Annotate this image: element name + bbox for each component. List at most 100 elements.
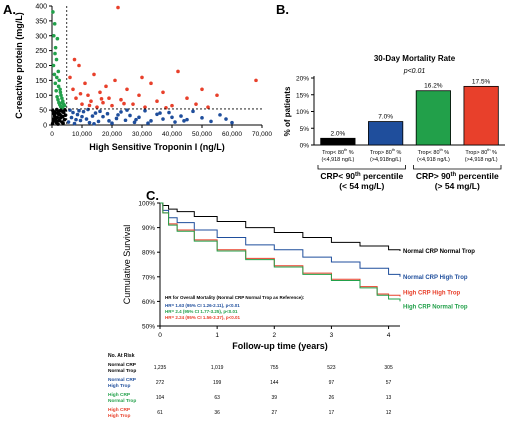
at-risk-value: 305 [384, 365, 393, 371]
at-risk-value: 199 [213, 380, 222, 386]
scatter-point-normal_high [114, 116, 119, 121]
scatter-point-high_high [170, 103, 174, 108]
survival-curve-high_normal [160, 202, 401, 302]
scatter-point-normal_high [87, 120, 92, 125]
y-tick-label: 50 [39, 108, 47, 115]
x-tick-label: 50,000 [192, 131, 212, 138]
scatter-point-normal_high [185, 117, 189, 122]
scatter-point-normal_high [98, 109, 102, 114]
y-tick-label: 350 [35, 18, 47, 25]
scatter-point-high_high [104, 84, 108, 89]
scatter-point-high_high [200, 87, 204, 92]
scatter-point-normal_high [107, 119, 111, 123]
y-tick-label: 300 [35, 33, 47, 40]
scatter-point-high_high [71, 87, 75, 92]
scatter-point-normal_high [69, 115, 74, 120]
scatter-point-normal_high [72, 121, 77, 126]
x-tick-label: 20,000 [102, 131, 122, 138]
y-tick-label: 60% [142, 299, 155, 306]
bar-1 [368, 121, 404, 146]
hr-box-title: HR for Overall Mortality (Normal CRP Nor… [165, 295, 305, 300]
x-axis-title: Follow-up time (years) [232, 341, 328, 351]
scatter-point-normal_normal [57, 118, 61, 123]
scatter-point-normal_high [134, 117, 138, 122]
scatter-point-normal_high [110, 121, 114, 126]
scatter-point-high_high [143, 105, 147, 109]
category-label: Trop< 80th % [418, 148, 450, 156]
scatter-point-high_normal [60, 96, 64, 101]
x-tick-label: 3 [330, 332, 334, 339]
scatter-point-normal_high [66, 120, 71, 124]
x-tick-label: 70,000 [252, 131, 272, 138]
group-label: CRP< 90th percentile [320, 171, 403, 181]
scatter-point-normal_high [75, 112, 80, 117]
y-tick-label: 20% [296, 76, 309, 83]
x-tick-label: 40,000 [162, 131, 182, 138]
bar-value-label: 16.2% [424, 83, 443, 90]
scatter-point-normal_normal [54, 119, 58, 123]
x-tick-label: 2 [272, 332, 276, 339]
scatter-point-normal_high [155, 112, 159, 117]
scatter-point-high_high [86, 93, 90, 98]
y-tick-label: 400 [35, 4, 47, 11]
scatter-point-high_normal [58, 90, 63, 95]
scatter-point-normal_high [143, 108, 147, 113]
scatter-point-high_normal [56, 69, 61, 74]
scatter-point-high_normal [56, 97, 60, 102]
scatter-point-normal_normal [56, 112, 61, 117]
panel-b-label: B. [276, 2, 289, 17]
scatter-point-high_high [155, 99, 159, 103]
at-risk-value: 39 [272, 395, 278, 401]
at-risk-value: 17 [329, 410, 335, 416]
scatter-point-high_high [176, 69, 180, 74]
scatter-point-high_high [110, 103, 114, 108]
at-risk-value: 97 [329, 380, 335, 386]
y-tick-label: 200 [35, 63, 47, 70]
scatter-point-normal_high [78, 118, 83, 123]
y-axis-title: C-reactive protein (mg/L) [14, 12, 24, 119]
scatter-point-high_normal [51, 63, 56, 68]
y-axis-title: % of patients [283, 86, 292, 136]
scatter-point-high_high [68, 75, 72, 80]
category-sublabel: (>4,918 ng/L) [465, 157, 498, 163]
at-risk-value: 27 [272, 410, 278, 416]
y-tick-label: 250 [35, 48, 47, 55]
curve-label-high_high: High CRP High Trop [403, 290, 461, 296]
survival-curve-normal_normal [160, 202, 401, 251]
scatter-point-high_high [92, 72, 96, 77]
scatter-point-normal_high [128, 113, 132, 118]
y-tick-label: 90% [142, 225, 155, 232]
y-tick-label: 0% [300, 143, 310, 150]
category-label: Trop< 80th % [322, 148, 354, 156]
scatter-point-normal_high [92, 122, 96, 126]
scatter-point-high_high [116, 5, 120, 10]
curve-label-normal_high: Normal CRP High Trop [403, 275, 468, 281]
scatter-point-normal_high [209, 119, 213, 124]
scatter-point-normal_high [119, 110, 123, 114]
at-risk-value: 36 [214, 410, 220, 416]
scatter-point-high_high [215, 93, 219, 98]
scatter-point-normal_high [224, 117, 228, 121]
scatter-point-high_normal [54, 57, 59, 62]
scatter-point-normal_high [96, 119, 101, 124]
hr-line-high_high: HR= 2.24 (95% CI 1.56-3.37), p<0.01 [165, 315, 241, 320]
at-risk-value: 26 [329, 395, 335, 401]
at-risk-header: No. At Risk [108, 353, 135, 359]
scatter-point-high_normal [60, 105, 65, 109]
at-risk-value: 13 [386, 395, 392, 401]
y-tick-label: 10% [296, 109, 309, 116]
x-tick-label: 60,000 [222, 131, 242, 138]
scatter-point-normal_normal [60, 109, 65, 114]
scatter-point-high_normal [52, 33, 56, 38]
scatter-point-high_high [72, 57, 77, 62]
scatter-point-high_normal [54, 88, 58, 93]
at-risk-value: 63 [214, 395, 220, 401]
bar-value-label: 17.5% [472, 78, 491, 85]
at-risk-value: 104 [156, 395, 165, 401]
category-sublabel: (<4,918 ng/L) [417, 157, 450, 163]
scatter-point-normal_high [71, 110, 75, 115]
scatter-point-high_high [78, 91, 83, 96]
scatter-point-normal_high [90, 114, 95, 118]
